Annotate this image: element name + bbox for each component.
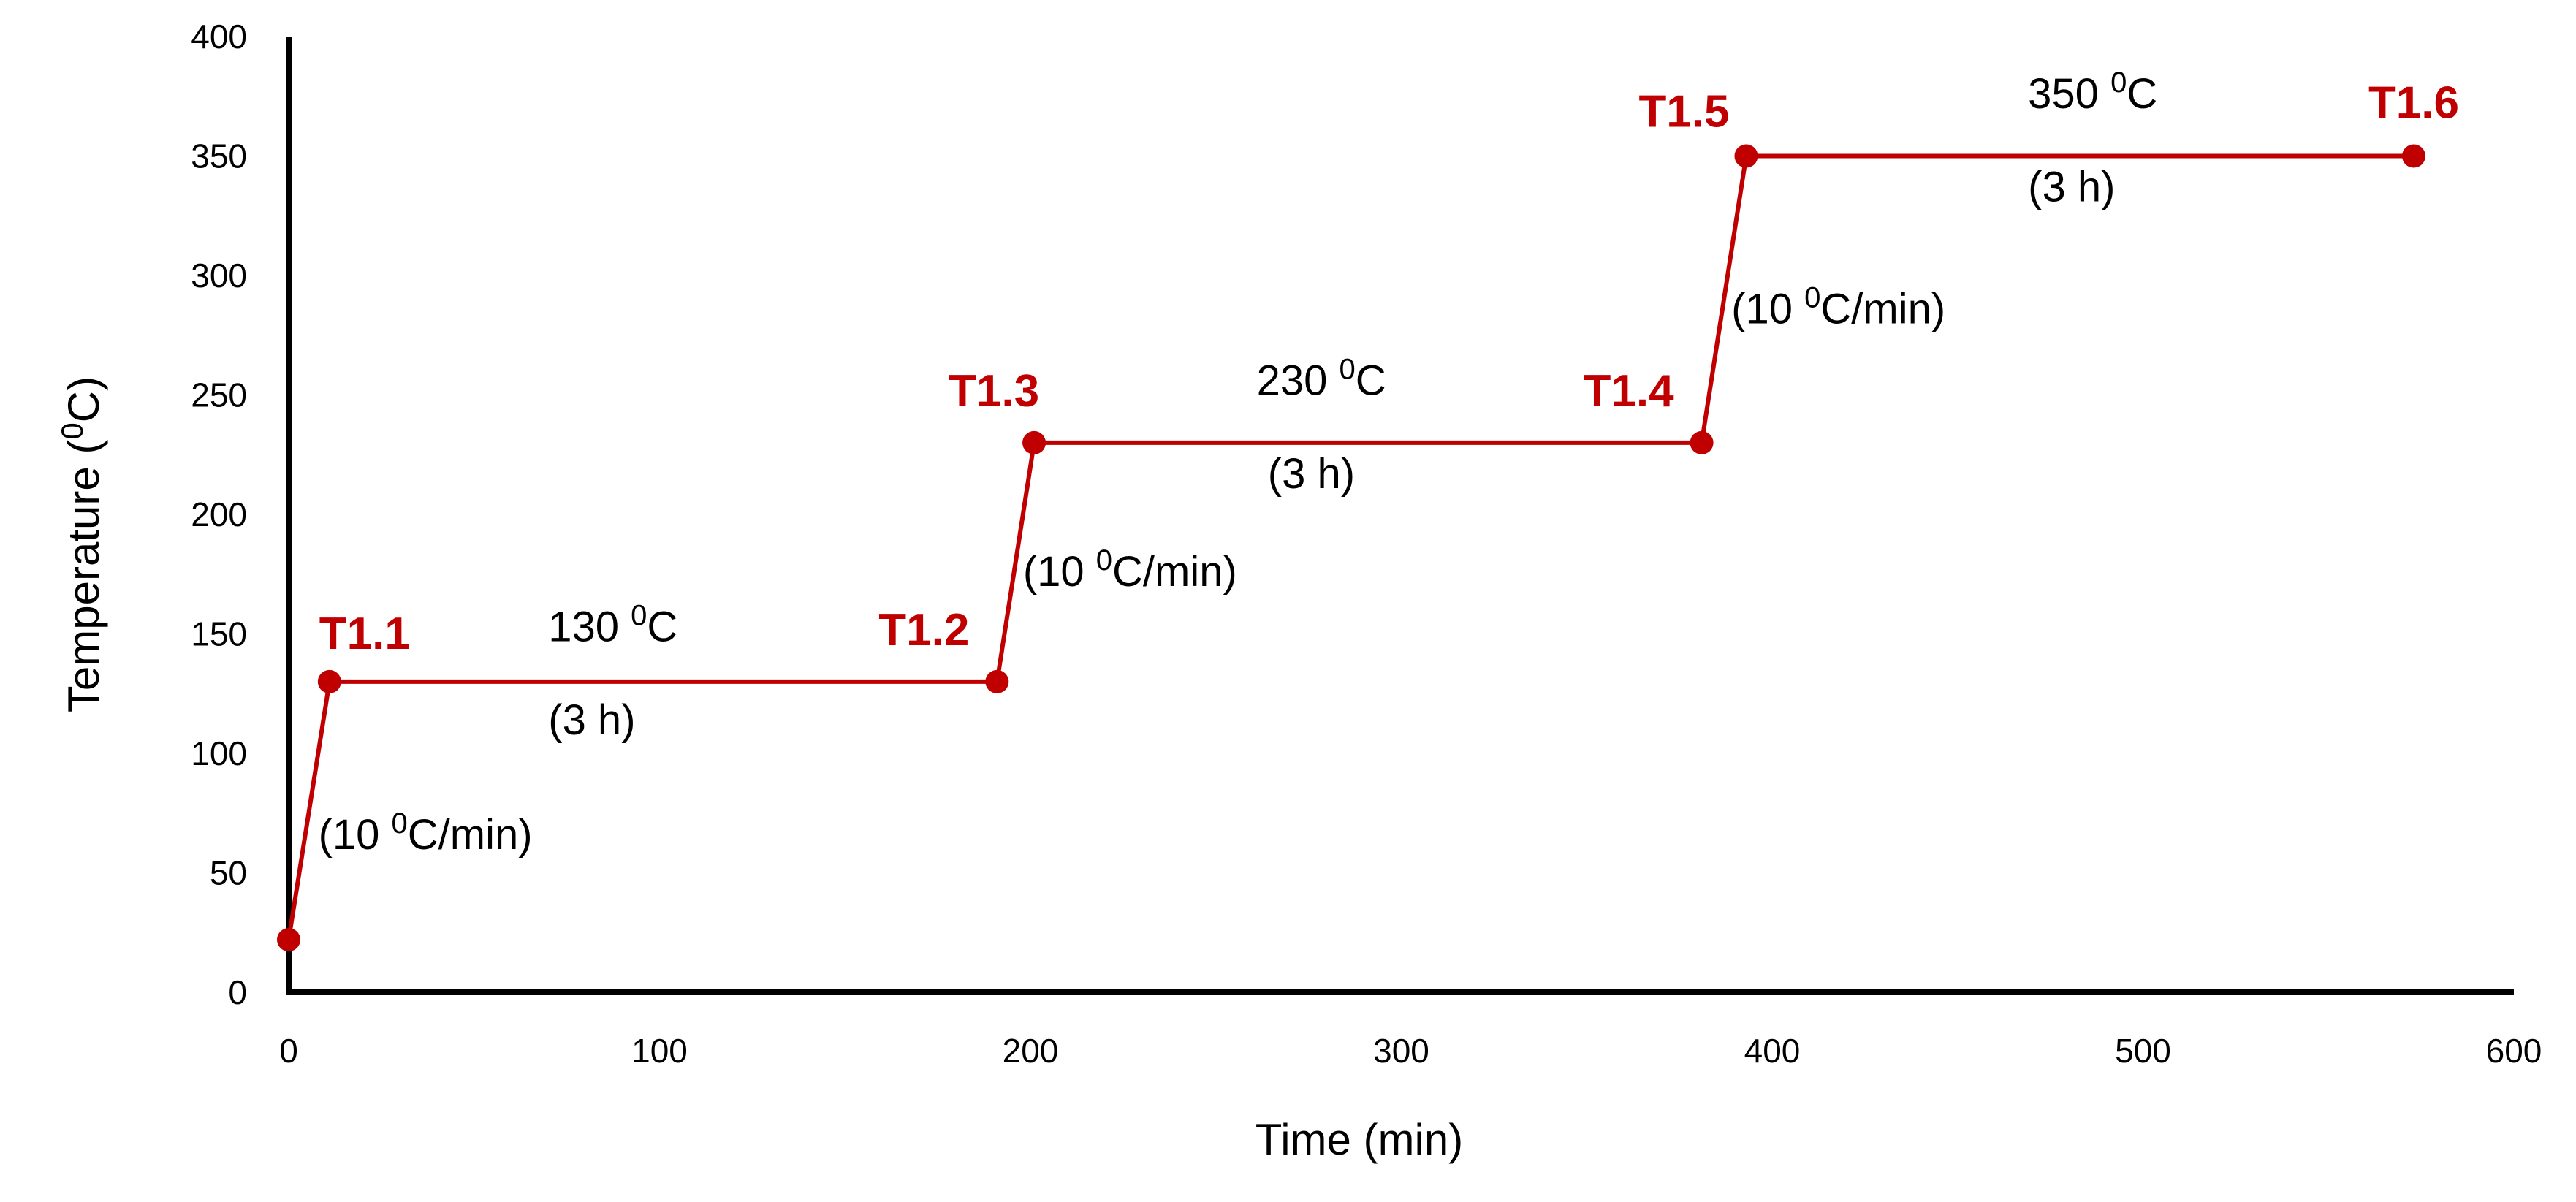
y-tick-label: 350	[191, 137, 247, 175]
point-label-t1-5: T1.5	[1638, 87, 1729, 137]
data-point-marker	[1734, 144, 1758, 168]
x-tick-label: 100	[631, 1032, 688, 1070]
data-point-marker	[277, 928, 300, 952]
y-tick-label: 50	[210, 854, 247, 892]
x-tick-label: 500	[2115, 1032, 2171, 1070]
y-tick-label: 0	[228, 973, 247, 1011]
series-markers	[277, 144, 2425, 952]
annotation-label: (10 0C/min)	[319, 807, 533, 859]
annotation-label: (10 0C/min)	[1731, 281, 1945, 332]
temperature-series-line	[286, 153, 2414, 940]
y-tick-label: 100	[191, 734, 247, 772]
y-tick-label: 200	[191, 495, 247, 533]
x-tick-label: 400	[1744, 1032, 1801, 1070]
point-label-t1-2: T1.2	[878, 605, 969, 655]
point-label-t1-6: T1.6	[2368, 78, 2459, 129]
data-point-marker	[2401, 144, 2425, 168]
x-tick-label: 200	[1003, 1032, 1059, 1070]
annotation-label: (10 0C/min)	[1023, 544, 1237, 596]
annotation-label: (3 h)	[548, 696, 635, 744]
point-label-t1-4: T1.4	[1584, 366, 1675, 416]
annotation-label: 230 0C	[1257, 354, 1386, 405]
y-axis-title: Temperature (0C)	[55, 376, 108, 712]
x-tick-label: 300	[1373, 1032, 1429, 1070]
data-point-marker	[1022, 430, 1046, 454]
y-tick-label: 300	[191, 256, 247, 294]
y-tick-label: 400	[191, 18, 247, 56]
annotation-label: 350 0C	[2028, 66, 2157, 118]
data-point-marker	[317, 669, 341, 693]
annotation-label: (3 h)	[2028, 164, 2115, 211]
x-tick-label: 600	[2486, 1032, 2542, 1070]
data-point-marker	[1690, 430, 1714, 454]
point-labels: T1.1 T1.2 T1.3 T1.4 T1.5 T1.6	[319, 78, 2459, 659]
data-point-marker	[985, 669, 1009, 693]
annotation-label: (3 h)	[1268, 450, 1355, 498]
x-tick-label: 0	[279, 1032, 298, 1070]
y-tick-label: 150	[191, 615, 247, 653]
point-label-t1-1: T1.1	[319, 609, 410, 659]
y-tick-label: 250	[191, 376, 247, 414]
x-axis-tick-labels: 0 100 200 300 400 500 600	[279, 1032, 2542, 1070]
y-axis-tick-labels: 0 50 100 150 200 250 300 350 400	[191, 18, 247, 1011]
annotations: (10 0C/min) 130 0C (3 h) (10 0C/min) 230 0C (…	[319, 66, 2158, 859]
annotation-label: 130 0C	[548, 599, 677, 650]
point-label-t1-3: T1.3	[949, 366, 1039, 416]
x-axis-title: Time (min)	[1255, 1115, 1463, 1164]
